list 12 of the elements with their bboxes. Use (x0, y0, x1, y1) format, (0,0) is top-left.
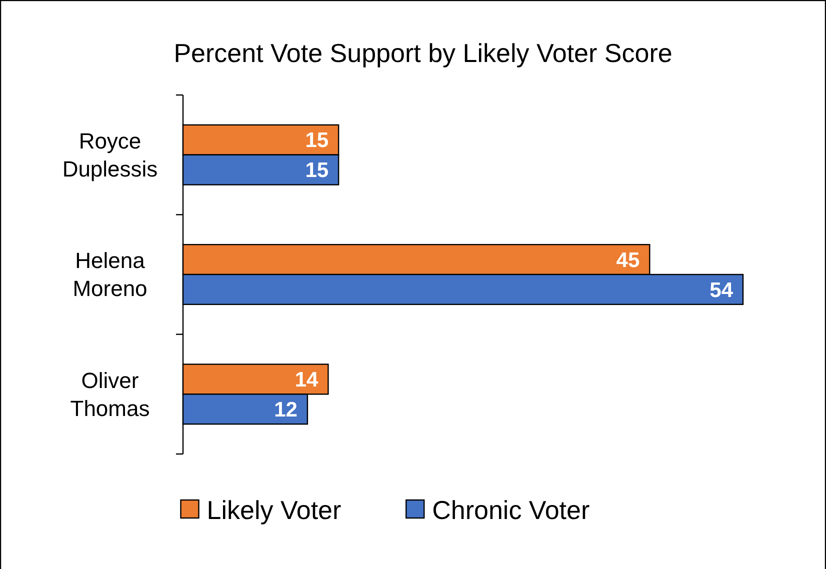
y-tick-label: Oliver Thomas (70, 368, 150, 421)
data-label: 45 (616, 248, 640, 272)
legend-label: Chronic Voter (432, 495, 590, 526)
data-label: 12 (274, 398, 298, 422)
data-label: 15 (305, 159, 329, 182)
y-tick-label: Helena Moreno (72, 248, 148, 302)
y-tick-label: Royce Duplessis (62, 128, 158, 182)
data-label: 15 (305, 129, 329, 152)
chart-title: Percent Vote Support by Likely Voter Score (174, 38, 672, 68)
legend-label: Likely Voter (206, 495, 342, 526)
data-label: 54 (710, 278, 734, 302)
data-label: 14 (294, 368, 319, 392)
